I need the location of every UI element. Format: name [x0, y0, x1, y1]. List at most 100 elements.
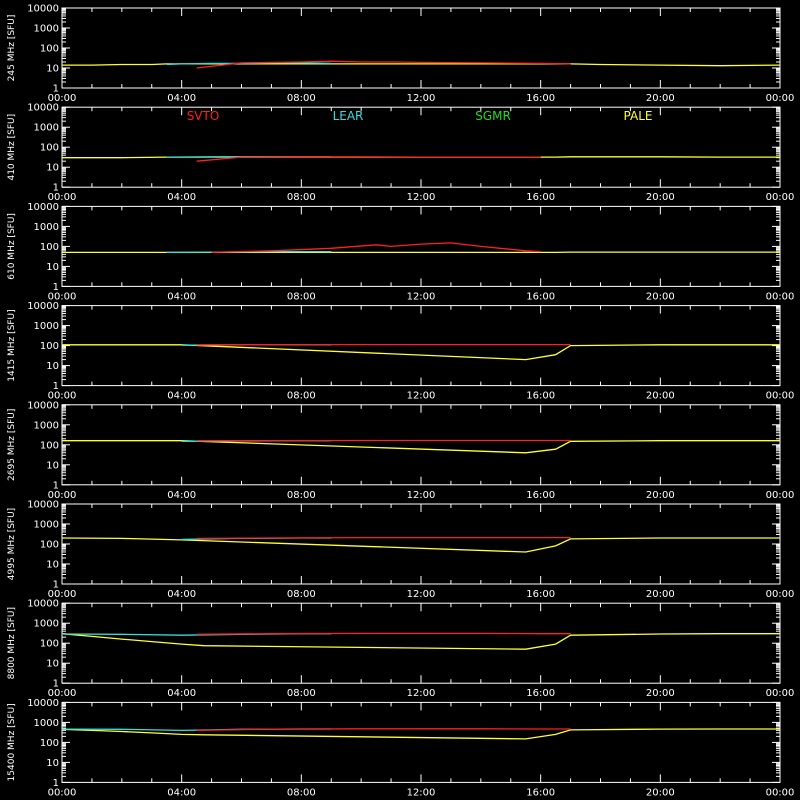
panel-7: 1 10 100 1000 10000 00:00 04:00 08:00 12:00 16:00…: [7, 599, 794, 700]
y-tick-label: 100: [40, 242, 59, 253]
x-tick-label: 04:00: [167, 688, 196, 699]
y-tick-label: 10: [46, 560, 59, 571]
panel-1: 1 10 100 1000 10000 00:00 04:00 08:00 12:00 16:00…: [7, 4, 794, 105]
y-tick-label: 1: [53, 381, 59, 392]
x-tick-label: 16:00: [526, 391, 555, 402]
x-tick-label: 12:00: [407, 787, 436, 798]
x-tick-label: 00:00: [766, 787, 795, 798]
x-tick-label: 00:00: [766, 490, 795, 501]
legend-entry-sgmr: SGMR: [475, 109, 511, 123]
y-axis-label: 4995 MHz [SFU]: [7, 508, 17, 580]
series-line-pale: [62, 63, 781, 67]
x-tick-label: 12:00: [407, 391, 436, 402]
x-tick-label: 20:00: [646, 391, 675, 402]
y-tick-label: 10000: [27, 4, 59, 15]
y-tick-label: 1000: [34, 222, 59, 233]
series-line-pale: [61, 633, 780, 650]
y-axis-label: 245 MHz [SFU]: [7, 15, 17, 82]
legend: SVTO LEAR SGMR PALE: [187, 109, 653, 123]
x-tick-label: 16:00: [526, 291, 555, 302]
y-axis-label: 15400 MHz [SFU]: [7, 703, 17, 781]
x-tick-label: 12:00: [407, 192, 436, 203]
panel-5: 1 10 100 1000 10000 00:00 04:00 08:00 12:00 16:00…: [7, 400, 794, 501]
y-tick-label: 1: [53, 183, 59, 194]
y-tick-label: 100: [40, 341, 59, 352]
y-tick-label: 1: [53, 679, 59, 690]
x-tick-label: 00:00: [48, 787, 77, 798]
y-tick-label: 10: [46, 758, 59, 769]
y-tick-label: 100: [40, 639, 59, 650]
x-tick-label: 04:00: [167, 490, 196, 501]
x-tick-label: 16:00: [526, 688, 555, 699]
x-tick-label: 20:00: [646, 688, 675, 699]
x-tick-label: 20:00: [646, 787, 675, 798]
x-tick-label: 00:00: [48, 391, 77, 402]
y-tick-label: 10: [46, 659, 59, 670]
y-axis-label: 410 MHz [SFU]: [7, 114, 17, 181]
y-tick-label: 1: [53, 480, 59, 491]
y-tick-label: 10: [46, 163, 59, 174]
x-tick-label: 08:00: [287, 589, 316, 600]
x-tick-label: 16:00: [526, 93, 555, 104]
y-tick-label: 100: [40, 440, 59, 451]
x-tick-label: 16:00: [526, 490, 555, 501]
x-tick-label: 00:00: [48, 192, 77, 203]
panel-6: 1 10 100 1000 10000 00:00 04:00 08:00 12:00 16:00…: [7, 500, 794, 601]
x-tick-label: 00:00: [766, 589, 795, 600]
panel-3: 1 10 100 1000 10000 00:00 04:00 08:00 12:00 16:00…: [7, 202, 794, 303]
x-tick-label: 08:00: [287, 192, 316, 203]
y-tick-label: 100: [40, 540, 59, 551]
x-tick-label: 08:00: [287, 391, 316, 402]
y-tick-label: 10000: [27, 301, 59, 312]
y-tick-label: 10: [46, 64, 59, 75]
legend-entry-svto: SVTO: [187, 109, 220, 123]
x-tick-label: 00:00: [766, 192, 795, 203]
x-tick-label: 00:00: [48, 688, 77, 699]
x-tick-label: 08:00: [287, 688, 316, 699]
series-line-pale: [62, 440, 780, 454]
y-tick-label: 10000: [27, 103, 59, 114]
x-tick-label: 20:00: [646, 192, 675, 203]
y-tick-label: 10000: [27, 599, 59, 610]
series-line-pale: [62, 156, 780, 159]
x-tick-label: 20:00: [646, 589, 675, 600]
x-tick-label: 00:00: [766, 391, 795, 402]
series-line-svto: [196, 60, 571, 69]
x-tick-label: 00:00: [766, 291, 795, 302]
x-tick-label: 12:00: [407, 589, 436, 600]
x-tick-label: 04:00: [167, 589, 196, 600]
x-tick-label: 20:00: [646, 291, 675, 302]
x-tick-label: 04:00: [167, 93, 196, 104]
y-tick-label: 1000: [34, 24, 59, 35]
y-tick-label: 1000: [34, 321, 59, 332]
y-axis-label: 8800 MHz [SFU]: [7, 607, 17, 679]
x-tick-label: 00:00: [766, 688, 795, 699]
x-tick-label: 00:00: [48, 291, 77, 302]
y-tick-label: 10: [46, 361, 59, 372]
x-tick-label: 16:00: [526, 787, 555, 798]
y-axis-label: 2695 MHz [SFU]: [7, 409, 17, 481]
series-line-pale: [61, 537, 780, 553]
x-tick-label: 08:00: [287, 93, 316, 104]
x-tick-label: 04:00: [167, 787, 196, 798]
x-tick-label: 16:00: [526, 192, 555, 203]
series-line-svto: [196, 632, 571, 635]
series-line-svto: [196, 728, 571, 732]
series-line-svto: [196, 156, 541, 162]
x-tick-label: 00:00: [766, 93, 795, 104]
series-line-pale: [62, 344, 780, 361]
x-tick-label: 00:00: [48, 490, 77, 501]
x-tick-label: 12:00: [407, 688, 436, 699]
y-tick-label: 10000: [27, 202, 59, 213]
y-axis-label: 1415 MHz [SFU]: [7, 309, 17, 381]
y-tick-label: 10000: [27, 500, 59, 511]
series-line-svto: [211, 242, 541, 254]
x-tick-label: 20:00: [646, 490, 675, 501]
y-axis-label: 610 MHz [SFU]: [7, 213, 17, 280]
y-tick-label: 1000: [34, 520, 59, 531]
y-tick-label: 1000: [34, 420, 59, 431]
x-tick-label: 08:00: [287, 787, 316, 798]
